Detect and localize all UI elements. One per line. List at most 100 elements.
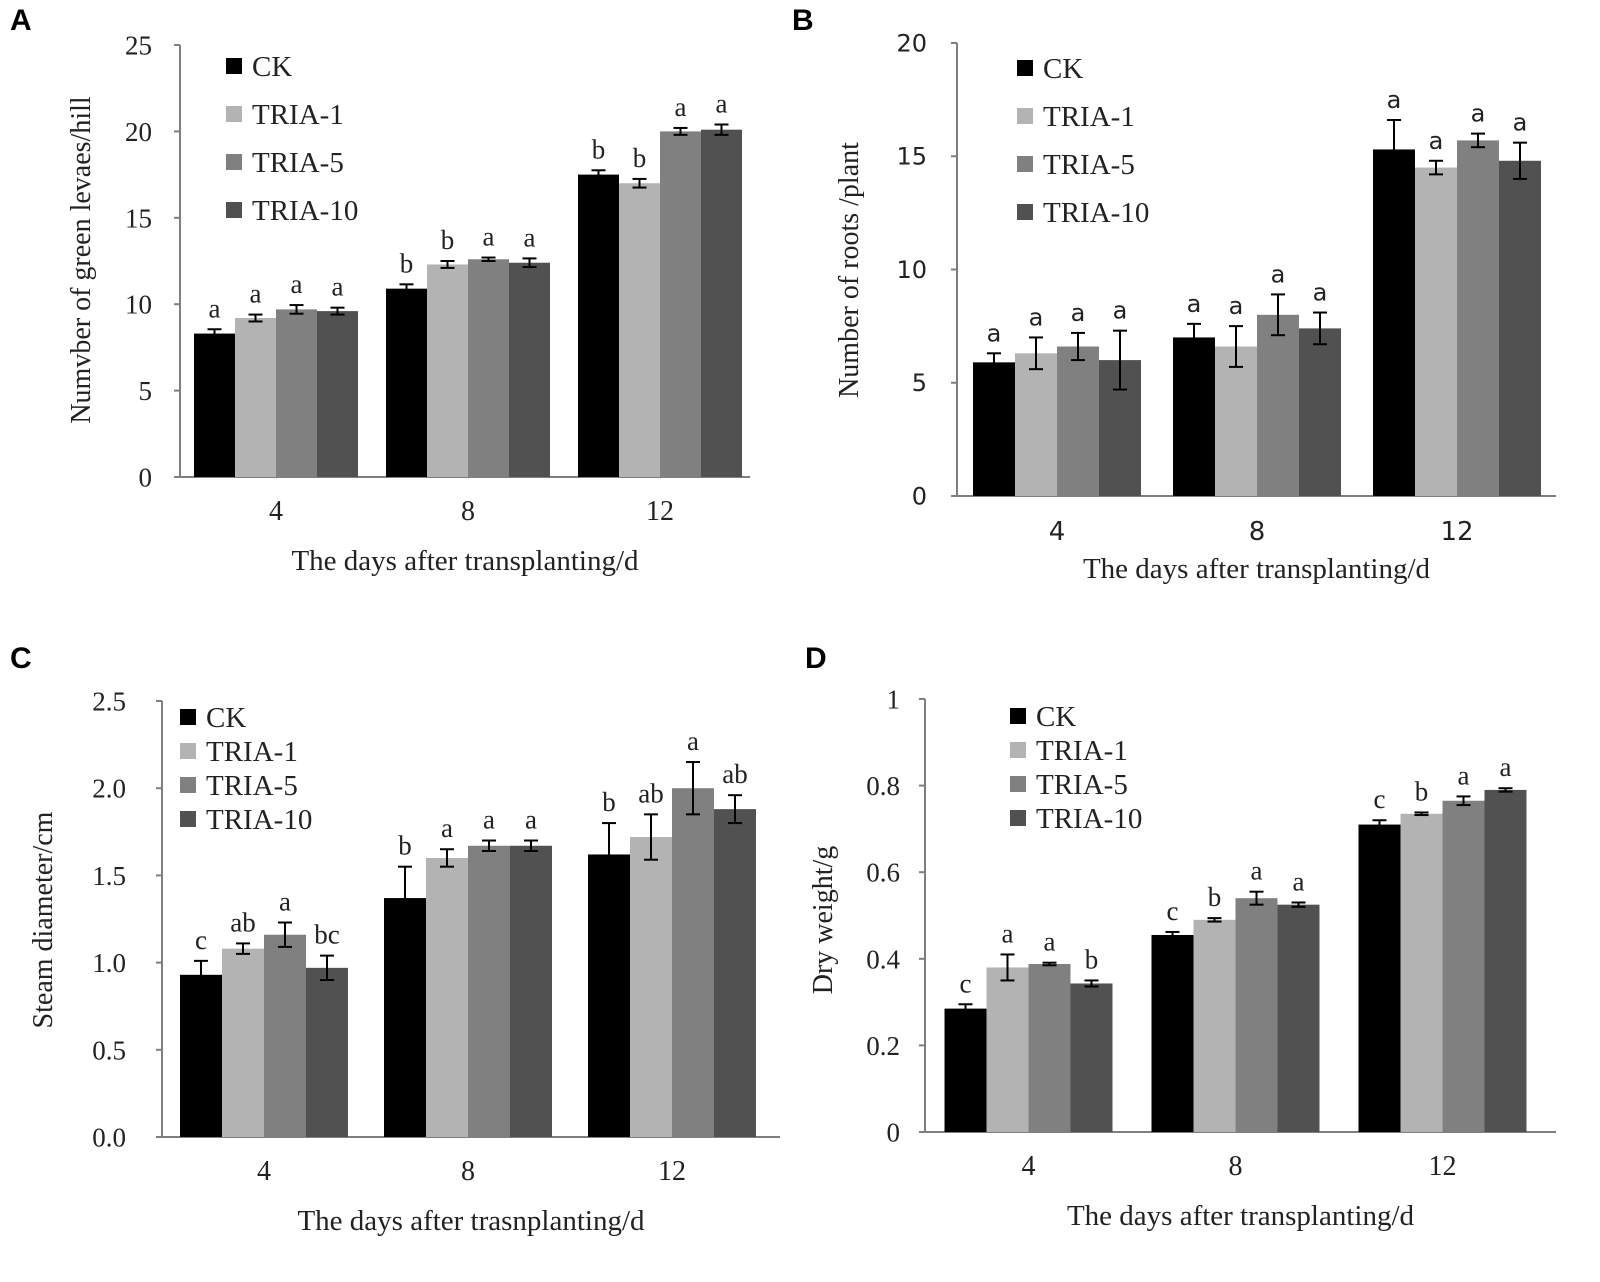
y-tick-label: 15 [125,203,152,233]
significance-label: a [291,269,303,299]
bar [1484,789,1527,1132]
significance-label: b [398,831,412,861]
x-tick-label: 8 [1249,517,1266,547]
y-tick-label: 0.2 [866,1031,900,1061]
significance-label: a [209,293,221,323]
bar [1457,140,1499,496]
bar [1193,919,1236,1132]
significance-label: a [1500,752,1512,782]
bar [619,183,660,478]
x-axis-label: The days after trasnplanting/d [297,1205,645,1237]
significance-label: b [1415,776,1429,806]
bar [578,174,619,477]
legend-swatch [226,106,242,122]
y-tick-label: 10 [896,256,927,284]
significance-label: a [250,279,262,309]
bar [1070,983,1113,1132]
bar [630,837,672,1137]
legend-label: TRIA-1 [1043,101,1135,133]
panel-letter: D [805,642,827,675]
x-tick-label: 4 [1022,1151,1036,1182]
significance-label: c [1167,896,1179,926]
legend-label: TRIA-10 [1043,197,1149,229]
bar [317,311,358,477]
bar [386,288,427,477]
legend-label: TRIA-10 [252,195,358,227]
significance-label: a [1002,918,1014,948]
y-axis-label: Numvber of green levaes/hill [66,96,97,424]
x-axis-label: The days after transplanting/d [1083,553,1431,585]
significance-label: a [1251,856,1263,886]
legend-swatch [180,743,196,759]
bar [1400,813,1443,1132]
significance-label: a [1513,109,1528,137]
legend-swatch [180,777,196,793]
bar [1057,346,1099,496]
bar [660,131,701,477]
legend-label: TRIA-10 [206,804,312,836]
y-axis-label: Dry weight/g [808,846,839,995]
significance-label: ab [638,778,663,808]
significance-label: a [1429,127,1444,155]
legend-label: CK [206,702,246,734]
bar [701,129,742,477]
legend-swatch [180,709,196,725]
y-tick-label: 2.5 [92,686,126,716]
significance-label: a [1229,292,1244,320]
significance-label: a [1387,86,1402,114]
bar [1373,149,1415,496]
significance-label: b [400,248,414,278]
bar [973,362,1015,496]
bar [510,845,552,1137]
y-tick-label: 0.8 [866,771,900,801]
significance-label: a [687,726,699,756]
panel-letter: A [10,4,32,37]
bar [1442,800,1485,1132]
legend-swatch [1010,742,1026,758]
bar [384,898,426,1137]
bar [1299,328,1341,496]
x-axis-label: The days after transplanting/d [291,545,639,577]
bar [264,934,306,1137]
y-tick-label: 0.6 [866,858,900,888]
y-tick-label: 15 [896,143,927,171]
bar [276,309,317,477]
x-axis-label: The days after transplanting/d [1067,1200,1415,1232]
bar [588,854,630,1137]
bar [1015,353,1057,496]
legend-label: CK [1036,701,1076,733]
legend-label: TRIA-10 [1036,803,1142,835]
bar [427,264,468,477]
significance-label: b [1208,882,1222,912]
significance-label: c [960,968,972,998]
legend-swatch [226,202,242,218]
significance-label: a [1293,867,1305,897]
significance-label: c [195,925,207,955]
significance-label: a [716,88,728,118]
bar [426,857,468,1137]
x-tick-label: 8 [461,496,475,527]
bar [1277,904,1320,1132]
significance-label: a [524,222,536,252]
bar [1235,898,1278,1132]
legend-label: TRIA-5 [1043,149,1135,181]
bar [672,788,714,1137]
legend-swatch [1017,60,1033,76]
significance-label: a [483,222,495,252]
legend-label: CK [252,51,292,83]
significance-label: a [1471,100,1486,128]
y-tick-label: 20 [125,117,152,147]
legend-label: TRIA-1 [206,736,298,768]
x-tick-label: 12 [658,1156,686,1187]
significance-label: b [441,225,455,255]
y-axis-label: Steam diameter/cm [28,811,59,1028]
x-tick-label: 8 [461,1156,475,1187]
significance-label: a [1029,303,1044,331]
significance-label: a [279,886,291,916]
bar [714,809,756,1137]
significance-label: a [1113,297,1128,325]
x-tick-label: 4 [1049,517,1066,547]
